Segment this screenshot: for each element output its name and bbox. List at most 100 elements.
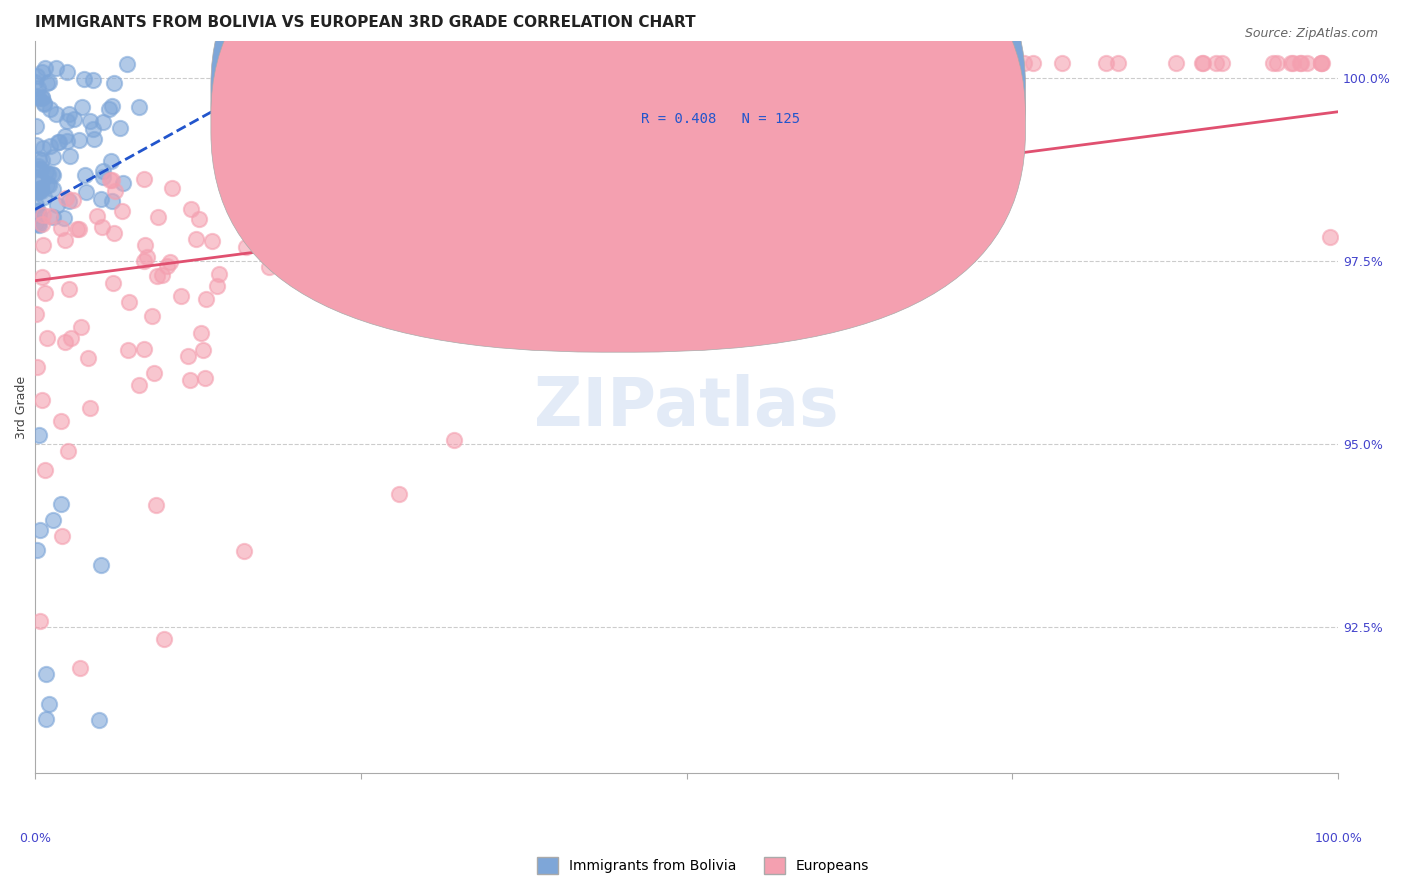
Point <box>58 282 80 296</box>
Point <box>42 168 65 182</box>
Point <box>27 80 49 95</box>
Point <box>58 194 80 208</box>
Point <box>145 498 167 512</box>
Point <box>742 144 765 158</box>
Point <box>112 177 135 191</box>
Point <box>179 373 201 387</box>
Point <box>1319 229 1341 244</box>
Point <box>1205 55 1227 70</box>
Point <box>1095 55 1118 70</box>
Point <box>1192 55 1215 70</box>
Point <box>35 76 58 90</box>
Point <box>53 211 76 225</box>
Point <box>77 351 100 365</box>
Point <box>27 159 49 173</box>
Point <box>103 226 125 240</box>
Point <box>86 209 108 223</box>
Point <box>48 136 70 150</box>
Point <box>1191 55 1213 70</box>
Point <box>200 234 222 248</box>
Point <box>65 221 87 235</box>
Point <box>31 90 53 104</box>
Point <box>193 343 215 358</box>
Point <box>142 366 165 380</box>
Point <box>35 712 58 726</box>
Point <box>27 217 49 231</box>
Point <box>322 128 344 143</box>
Point <box>56 444 79 458</box>
Point <box>443 433 465 447</box>
Point <box>28 182 51 196</box>
Y-axis label: 3rd Grade: 3rd Grade <box>15 376 28 439</box>
Point <box>55 191 77 205</box>
Point <box>232 544 254 558</box>
Point <box>811 55 834 70</box>
Point <box>30 184 52 198</box>
Point <box>388 487 411 501</box>
Point <box>366 93 388 107</box>
Point <box>159 255 181 269</box>
Point <box>42 182 65 196</box>
Point <box>146 269 169 284</box>
Point <box>70 100 93 114</box>
Point <box>25 119 48 133</box>
Point <box>651 200 673 214</box>
Point <box>83 132 105 146</box>
Point <box>39 138 62 153</box>
Point <box>526 153 548 167</box>
Point <box>128 100 150 114</box>
Point <box>49 414 72 428</box>
Point <box>93 169 115 184</box>
Point <box>553 136 575 150</box>
Point <box>62 193 84 207</box>
Point <box>101 173 124 187</box>
Point <box>1289 55 1312 70</box>
Point <box>432 76 454 90</box>
Point <box>169 288 191 302</box>
Point <box>31 65 53 79</box>
Point <box>49 497 72 511</box>
Point <box>73 168 96 182</box>
Point <box>1309 55 1331 70</box>
Point <box>98 103 121 117</box>
Point <box>53 334 76 349</box>
Point <box>38 75 60 89</box>
Point <box>42 150 65 164</box>
Point <box>59 149 82 163</box>
Point <box>41 167 63 181</box>
Point <box>780 55 803 70</box>
Point <box>235 240 257 254</box>
Point <box>32 208 55 222</box>
Point <box>146 210 169 224</box>
Point <box>1107 55 1129 70</box>
Point <box>79 401 101 416</box>
Point <box>1022 55 1045 70</box>
Point <box>45 62 67 76</box>
Point <box>111 204 134 219</box>
Point <box>24 75 46 89</box>
Point <box>27 152 49 166</box>
Point <box>63 112 86 127</box>
Point <box>45 106 67 120</box>
Point <box>437 176 460 190</box>
Point <box>90 192 112 206</box>
Point <box>699 169 721 183</box>
Point <box>101 277 124 291</box>
Point <box>34 61 56 75</box>
Point <box>32 95 55 110</box>
Point <box>190 326 212 341</box>
Point <box>31 217 53 231</box>
Point <box>1261 55 1284 70</box>
Point <box>27 203 49 218</box>
Point <box>141 309 163 323</box>
Point <box>1310 55 1333 70</box>
Point <box>28 218 51 232</box>
Point <box>893 69 915 83</box>
Point <box>35 331 58 345</box>
Point <box>226 152 249 166</box>
Point <box>28 615 51 629</box>
Point <box>28 523 51 537</box>
Point <box>53 233 76 247</box>
Point <box>1012 55 1035 70</box>
Point <box>177 349 200 363</box>
